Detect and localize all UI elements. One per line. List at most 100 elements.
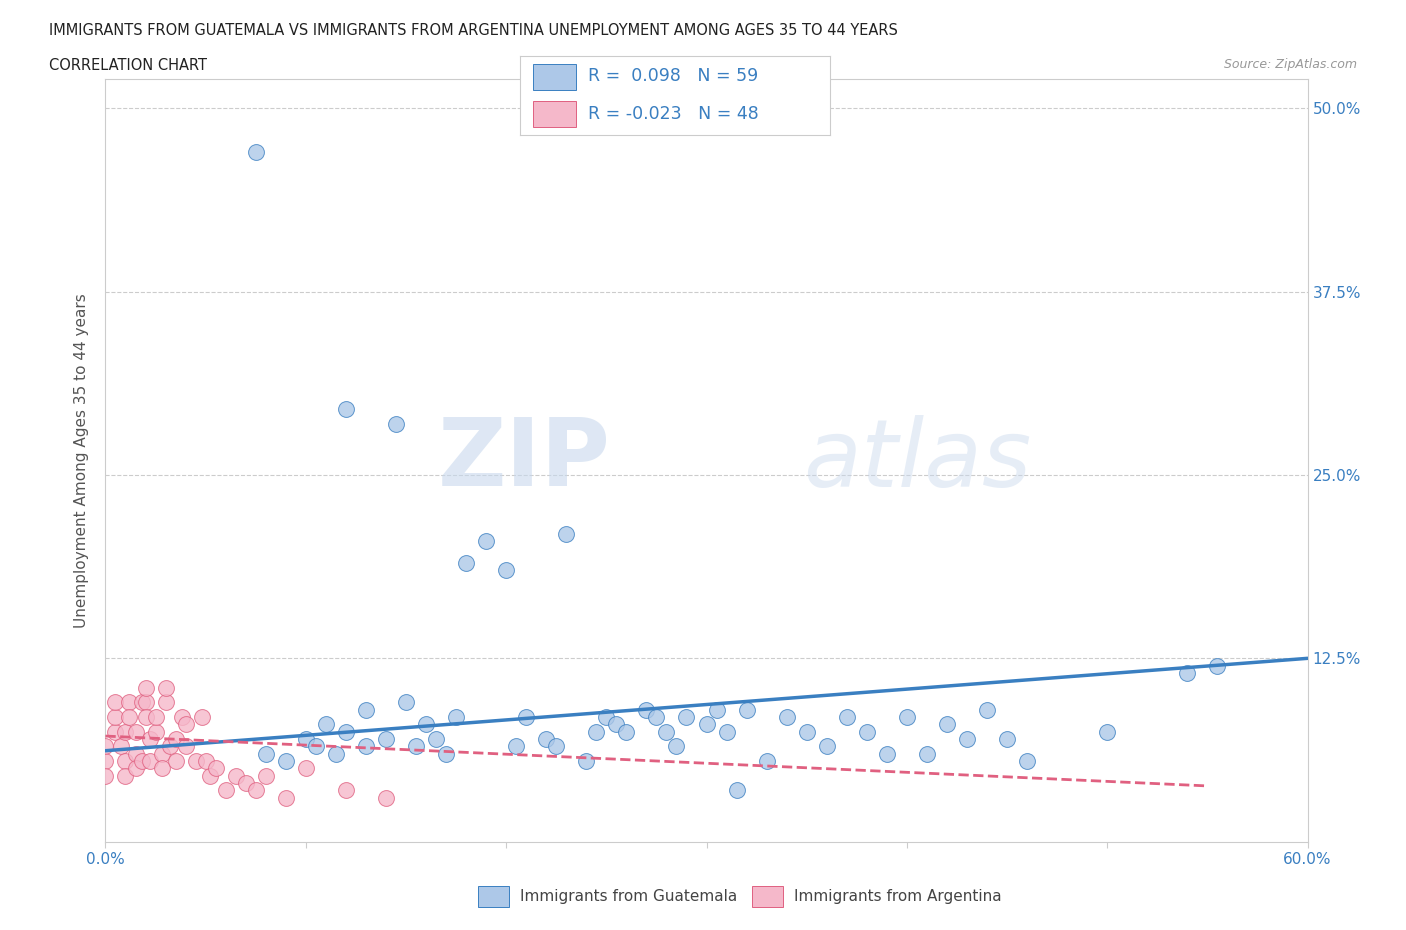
Point <box>245 783 267 798</box>
Point <box>174 738 197 753</box>
Point <box>155 680 177 695</box>
Point <box>170 710 193 724</box>
Point <box>405 738 427 753</box>
Point <box>165 732 187 747</box>
Point <box>104 710 127 724</box>
Point <box>475 534 498 549</box>
Point <box>995 732 1018 747</box>
Point <box>235 776 257 790</box>
Point <box>305 738 328 753</box>
Point <box>114 753 136 768</box>
Point <box>274 753 297 768</box>
Point <box>1017 753 1039 768</box>
Point <box>876 746 898 761</box>
Point <box>1206 658 1229 673</box>
Text: atlas: atlas <box>803 415 1031 506</box>
Point <box>135 680 157 695</box>
Bar <box>533 64 576 90</box>
Point <box>696 717 718 732</box>
Point <box>150 761 173 776</box>
Point <box>155 695 177 710</box>
Point <box>655 724 678 739</box>
Point <box>605 717 627 732</box>
Text: R =  0.098   N = 59: R = 0.098 N = 59 <box>588 67 758 86</box>
Point <box>254 768 277 783</box>
Point <box>145 710 167 724</box>
Point <box>755 753 778 768</box>
Text: Source: ZipAtlas.com: Source: ZipAtlas.com <box>1223 58 1357 71</box>
Bar <box>533 100 576 127</box>
Point <box>254 746 277 761</box>
Point <box>415 717 437 732</box>
Point <box>555 526 578 541</box>
Point <box>225 768 247 783</box>
Text: IMMIGRANTS FROM GUATEMALA VS IMMIGRANTS FROM ARGENTINA UNEMPLOYMENT AMONG AGES 3: IMMIGRANTS FROM GUATEMALA VS IMMIGRANTS … <box>49 23 898 38</box>
Point <box>585 724 607 739</box>
Text: Immigrants from Guatemala: Immigrants from Guatemala <box>520 889 738 904</box>
Point <box>665 738 688 753</box>
Point <box>515 710 537 724</box>
Point <box>616 724 638 739</box>
Point <box>675 710 697 724</box>
Point <box>936 717 959 732</box>
Point <box>505 738 527 753</box>
Point <box>94 738 117 753</box>
Point <box>150 746 173 761</box>
Point <box>118 695 141 710</box>
Point <box>104 724 127 739</box>
Point <box>706 702 728 717</box>
Point <box>335 402 357 417</box>
Point <box>135 695 157 710</box>
Point <box>1177 666 1199 681</box>
Point <box>855 724 877 739</box>
Point <box>335 724 357 739</box>
Point <box>395 695 418 710</box>
Point <box>114 724 136 739</box>
Point <box>495 563 517 578</box>
Point <box>776 710 799 724</box>
Point <box>595 710 617 724</box>
Point <box>335 783 357 798</box>
Point <box>915 746 938 761</box>
Point <box>454 555 477 570</box>
Point <box>896 710 918 724</box>
Point <box>796 724 818 739</box>
Point <box>94 753 117 768</box>
Point <box>204 761 226 776</box>
Point <box>274 790 297 805</box>
Point <box>315 717 337 732</box>
Point <box>835 710 858 724</box>
Point <box>354 702 377 717</box>
Point <box>165 753 187 768</box>
Point <box>124 724 146 739</box>
Point <box>434 746 457 761</box>
Point <box>110 738 132 753</box>
Y-axis label: Unemployment Among Ages 35 to 44 years: Unemployment Among Ages 35 to 44 years <box>75 293 90 628</box>
Point <box>325 746 347 761</box>
Point <box>716 724 738 739</box>
Point <box>374 790 398 805</box>
Point <box>815 738 838 753</box>
Point <box>245 145 267 160</box>
Point <box>131 695 153 710</box>
Point <box>184 753 207 768</box>
Point <box>385 417 408 432</box>
Point <box>1097 724 1119 739</box>
Text: Immigrants from Argentina: Immigrants from Argentina <box>794 889 1002 904</box>
Point <box>138 732 160 747</box>
Point <box>124 761 146 776</box>
Point <box>354 738 377 753</box>
Point <box>374 732 398 747</box>
Point <box>174 717 197 732</box>
Text: ZIP: ZIP <box>437 415 610 506</box>
Point <box>575 753 598 768</box>
Point <box>198 768 221 783</box>
Text: R = -0.023   N = 48: R = -0.023 N = 48 <box>588 104 759 123</box>
Point <box>425 732 447 747</box>
Point <box>104 695 127 710</box>
Point <box>645 710 668 724</box>
Point <box>138 753 160 768</box>
Point <box>194 753 217 768</box>
Point <box>735 702 758 717</box>
Point <box>214 783 236 798</box>
